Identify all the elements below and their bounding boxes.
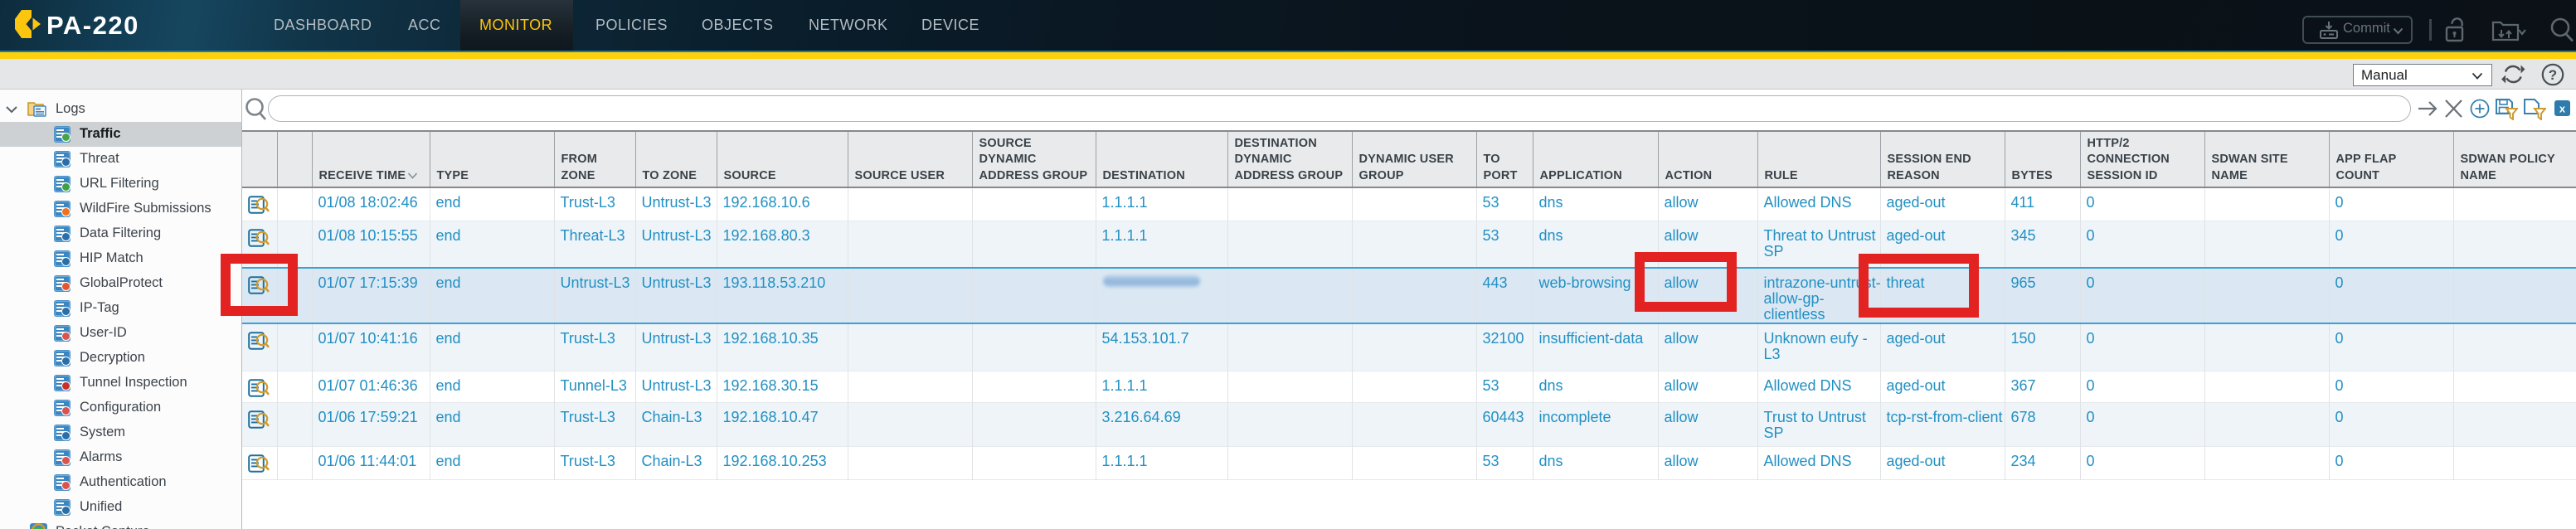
svg-text:?: ? — [2549, 67, 2557, 83]
svg-text:x: x — [2559, 103, 2566, 115]
